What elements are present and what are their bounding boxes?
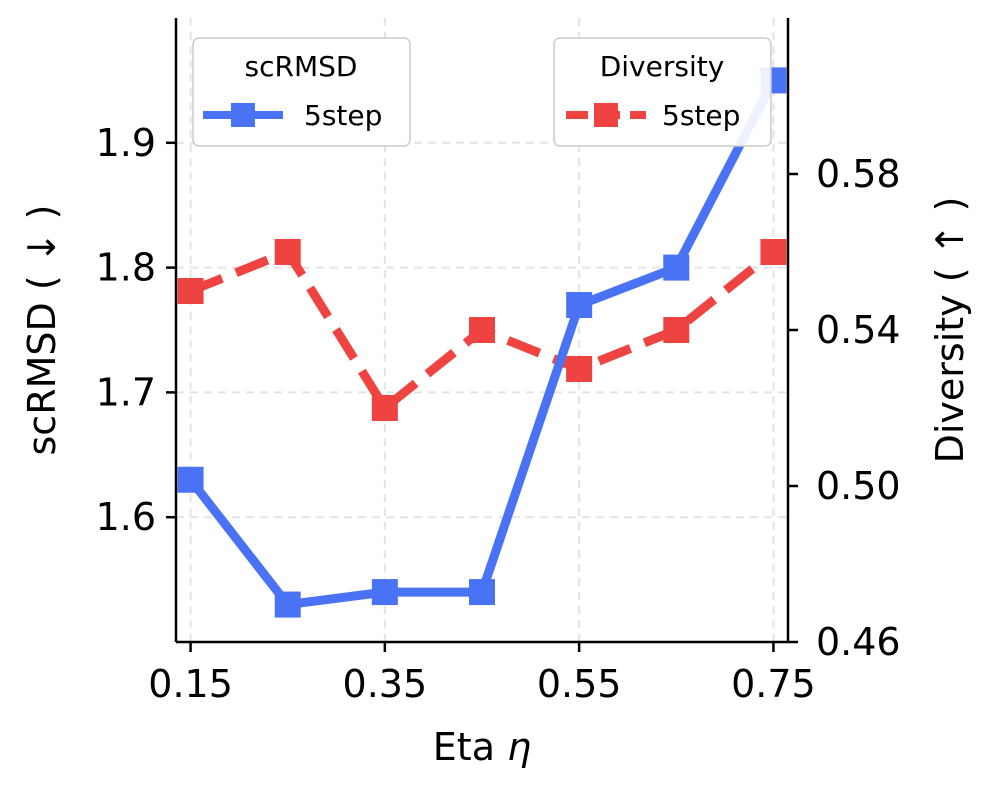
data-point-diversity (274, 239, 301, 265)
data-point-diversity (566, 356, 593, 382)
data-point-scrmsd (371, 579, 398, 606)
data-point-diversity (371, 395, 398, 421)
data-point-scrmsd (469, 579, 495, 606)
data-point-diversity (663, 317, 690, 343)
data-point-scrmsd (566, 292, 593, 319)
left-axis-label: scRMSD ( ↓ ) (20, 205, 64, 456)
legend-scrmsd: scRMSD 5step (192, 37, 411, 147)
legend-scrmsd-marker (231, 103, 255, 127)
data-point-scrmsd (663, 254, 690, 281)
legend-diversity-title: Diversity (600, 50, 725, 83)
data-point-scrmsd (177, 466, 204, 493)
ticks: 0.15 0.35 0.55 0.75 1.6 1.7 1.8 1.9 0.46 0.50 0.54… (96, 121, 901, 706)
left-tick-label: 1.8 (96, 246, 156, 290)
data-point-scrmsd (274, 591, 301, 618)
x-tick-label: 0.35 (343, 662, 428, 706)
legend-diversity-label: 5step (662, 99, 740, 132)
data-point-diversity (177, 278, 204, 304)
x-tick-label: 0.15 (148, 662, 233, 706)
right-tick-label: 0.46 (816, 620, 901, 664)
x-tick-label: 0.75 (731, 662, 816, 706)
left-tick-label: 1.9 (96, 121, 156, 165)
data-point-diversity (760, 239, 787, 265)
right-tick-label: 0.50 (816, 464, 901, 508)
right-tick-label: 0.58 (816, 152, 901, 196)
legend-diversity-marker (594, 103, 618, 127)
legend-diversity: Diversity 5step (553, 37, 772, 147)
x-axis-label: Eta η (433, 725, 531, 769)
right-axis-label: Diversity ( ↑ ) (928, 197, 972, 464)
data-point-diversity (469, 317, 495, 343)
x-tick-label: 0.55 (537, 662, 622, 706)
left-tick-label: 1.7 (96, 370, 156, 414)
plot-area (177, 67, 787, 618)
legend-scrmsd-label: 5step (304, 99, 382, 132)
right-tick-label: 0.54 (816, 308, 901, 352)
left-tick-label: 1.6 (96, 495, 156, 539)
legend-scrmsd-title: scRMSD (245, 50, 358, 83)
